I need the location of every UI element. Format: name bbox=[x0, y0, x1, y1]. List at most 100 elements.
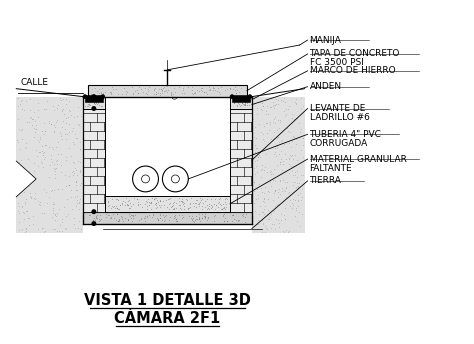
Point bbox=[158, 88, 165, 94]
Point bbox=[38, 143, 46, 148]
Point bbox=[115, 216, 123, 222]
Point bbox=[259, 103, 267, 108]
Point bbox=[36, 136, 44, 142]
Text: 0,1: 0,1 bbox=[96, 97, 102, 108]
Point bbox=[75, 199, 82, 205]
Point bbox=[274, 201, 282, 207]
Point bbox=[260, 138, 268, 143]
Point bbox=[113, 196, 121, 201]
Point bbox=[288, 115, 296, 120]
Point bbox=[253, 186, 261, 191]
Point bbox=[284, 107, 292, 112]
Point bbox=[204, 206, 211, 212]
Point bbox=[82, 98, 90, 103]
Point bbox=[46, 163, 54, 168]
Point bbox=[54, 139, 62, 144]
Point bbox=[243, 97, 250, 103]
Point bbox=[49, 103, 57, 109]
Point bbox=[196, 218, 203, 223]
Circle shape bbox=[230, 95, 234, 99]
Point bbox=[196, 195, 204, 201]
Point bbox=[273, 216, 280, 222]
Bar bbox=[83, 97, 105, 108]
Point bbox=[149, 212, 157, 217]
Point bbox=[167, 90, 175, 96]
Point bbox=[273, 127, 281, 132]
Point bbox=[240, 102, 248, 108]
Point bbox=[30, 134, 37, 139]
Point bbox=[192, 204, 200, 209]
Point bbox=[93, 88, 101, 94]
Point bbox=[34, 137, 42, 143]
Point bbox=[277, 157, 284, 162]
Point bbox=[73, 197, 81, 203]
Point bbox=[41, 186, 48, 192]
Point bbox=[258, 189, 266, 195]
Point bbox=[299, 181, 307, 187]
Point bbox=[272, 153, 280, 158]
Point bbox=[67, 187, 74, 193]
Point bbox=[137, 215, 145, 221]
Point bbox=[21, 201, 28, 207]
Point bbox=[234, 98, 242, 104]
Point bbox=[148, 215, 156, 220]
Point bbox=[277, 217, 284, 222]
Point bbox=[70, 160, 78, 166]
Point bbox=[271, 203, 279, 209]
Point bbox=[40, 150, 47, 155]
Point bbox=[71, 131, 79, 137]
Point bbox=[160, 213, 167, 218]
Point bbox=[113, 211, 121, 216]
Circle shape bbox=[172, 175, 179, 183]
Point bbox=[39, 164, 47, 170]
Point bbox=[69, 125, 77, 131]
Point bbox=[15, 126, 22, 131]
Text: MANIJA: MANIJA bbox=[310, 35, 341, 45]
Point bbox=[43, 190, 50, 195]
Point bbox=[170, 86, 178, 91]
Point bbox=[296, 223, 304, 228]
Point bbox=[140, 215, 148, 221]
Point bbox=[49, 146, 57, 152]
Text: TUBERIA 4" PVC: TUBERIA 4" PVC bbox=[310, 130, 382, 139]
Point bbox=[112, 196, 119, 202]
Point bbox=[20, 210, 27, 216]
Point bbox=[54, 186, 62, 191]
Point bbox=[246, 98, 254, 104]
Point bbox=[283, 227, 290, 233]
Point bbox=[188, 196, 195, 201]
Point bbox=[258, 162, 266, 168]
Point bbox=[260, 190, 268, 195]
Point bbox=[160, 202, 168, 207]
Point bbox=[29, 214, 36, 219]
Circle shape bbox=[91, 94, 96, 99]
Point bbox=[54, 102, 61, 107]
Point bbox=[82, 104, 89, 109]
Point bbox=[129, 92, 137, 97]
Point bbox=[39, 148, 46, 153]
Point bbox=[75, 218, 82, 224]
Point bbox=[130, 195, 137, 201]
Point bbox=[198, 206, 205, 212]
Point bbox=[91, 100, 98, 105]
Point bbox=[241, 100, 249, 106]
Point bbox=[153, 91, 160, 97]
Point bbox=[22, 225, 29, 230]
Point bbox=[65, 145, 73, 150]
Point bbox=[292, 172, 299, 178]
Point bbox=[252, 158, 259, 163]
Point bbox=[221, 207, 228, 212]
Point bbox=[210, 85, 218, 90]
Point bbox=[250, 130, 257, 136]
Point bbox=[191, 90, 199, 96]
Point bbox=[20, 108, 28, 113]
Point bbox=[300, 103, 307, 109]
Point bbox=[291, 99, 299, 105]
Point bbox=[92, 100, 100, 106]
Point bbox=[76, 168, 83, 174]
Point bbox=[222, 196, 229, 201]
Point bbox=[112, 204, 119, 209]
Point bbox=[237, 102, 245, 108]
Point bbox=[18, 157, 25, 163]
Point bbox=[121, 200, 129, 205]
